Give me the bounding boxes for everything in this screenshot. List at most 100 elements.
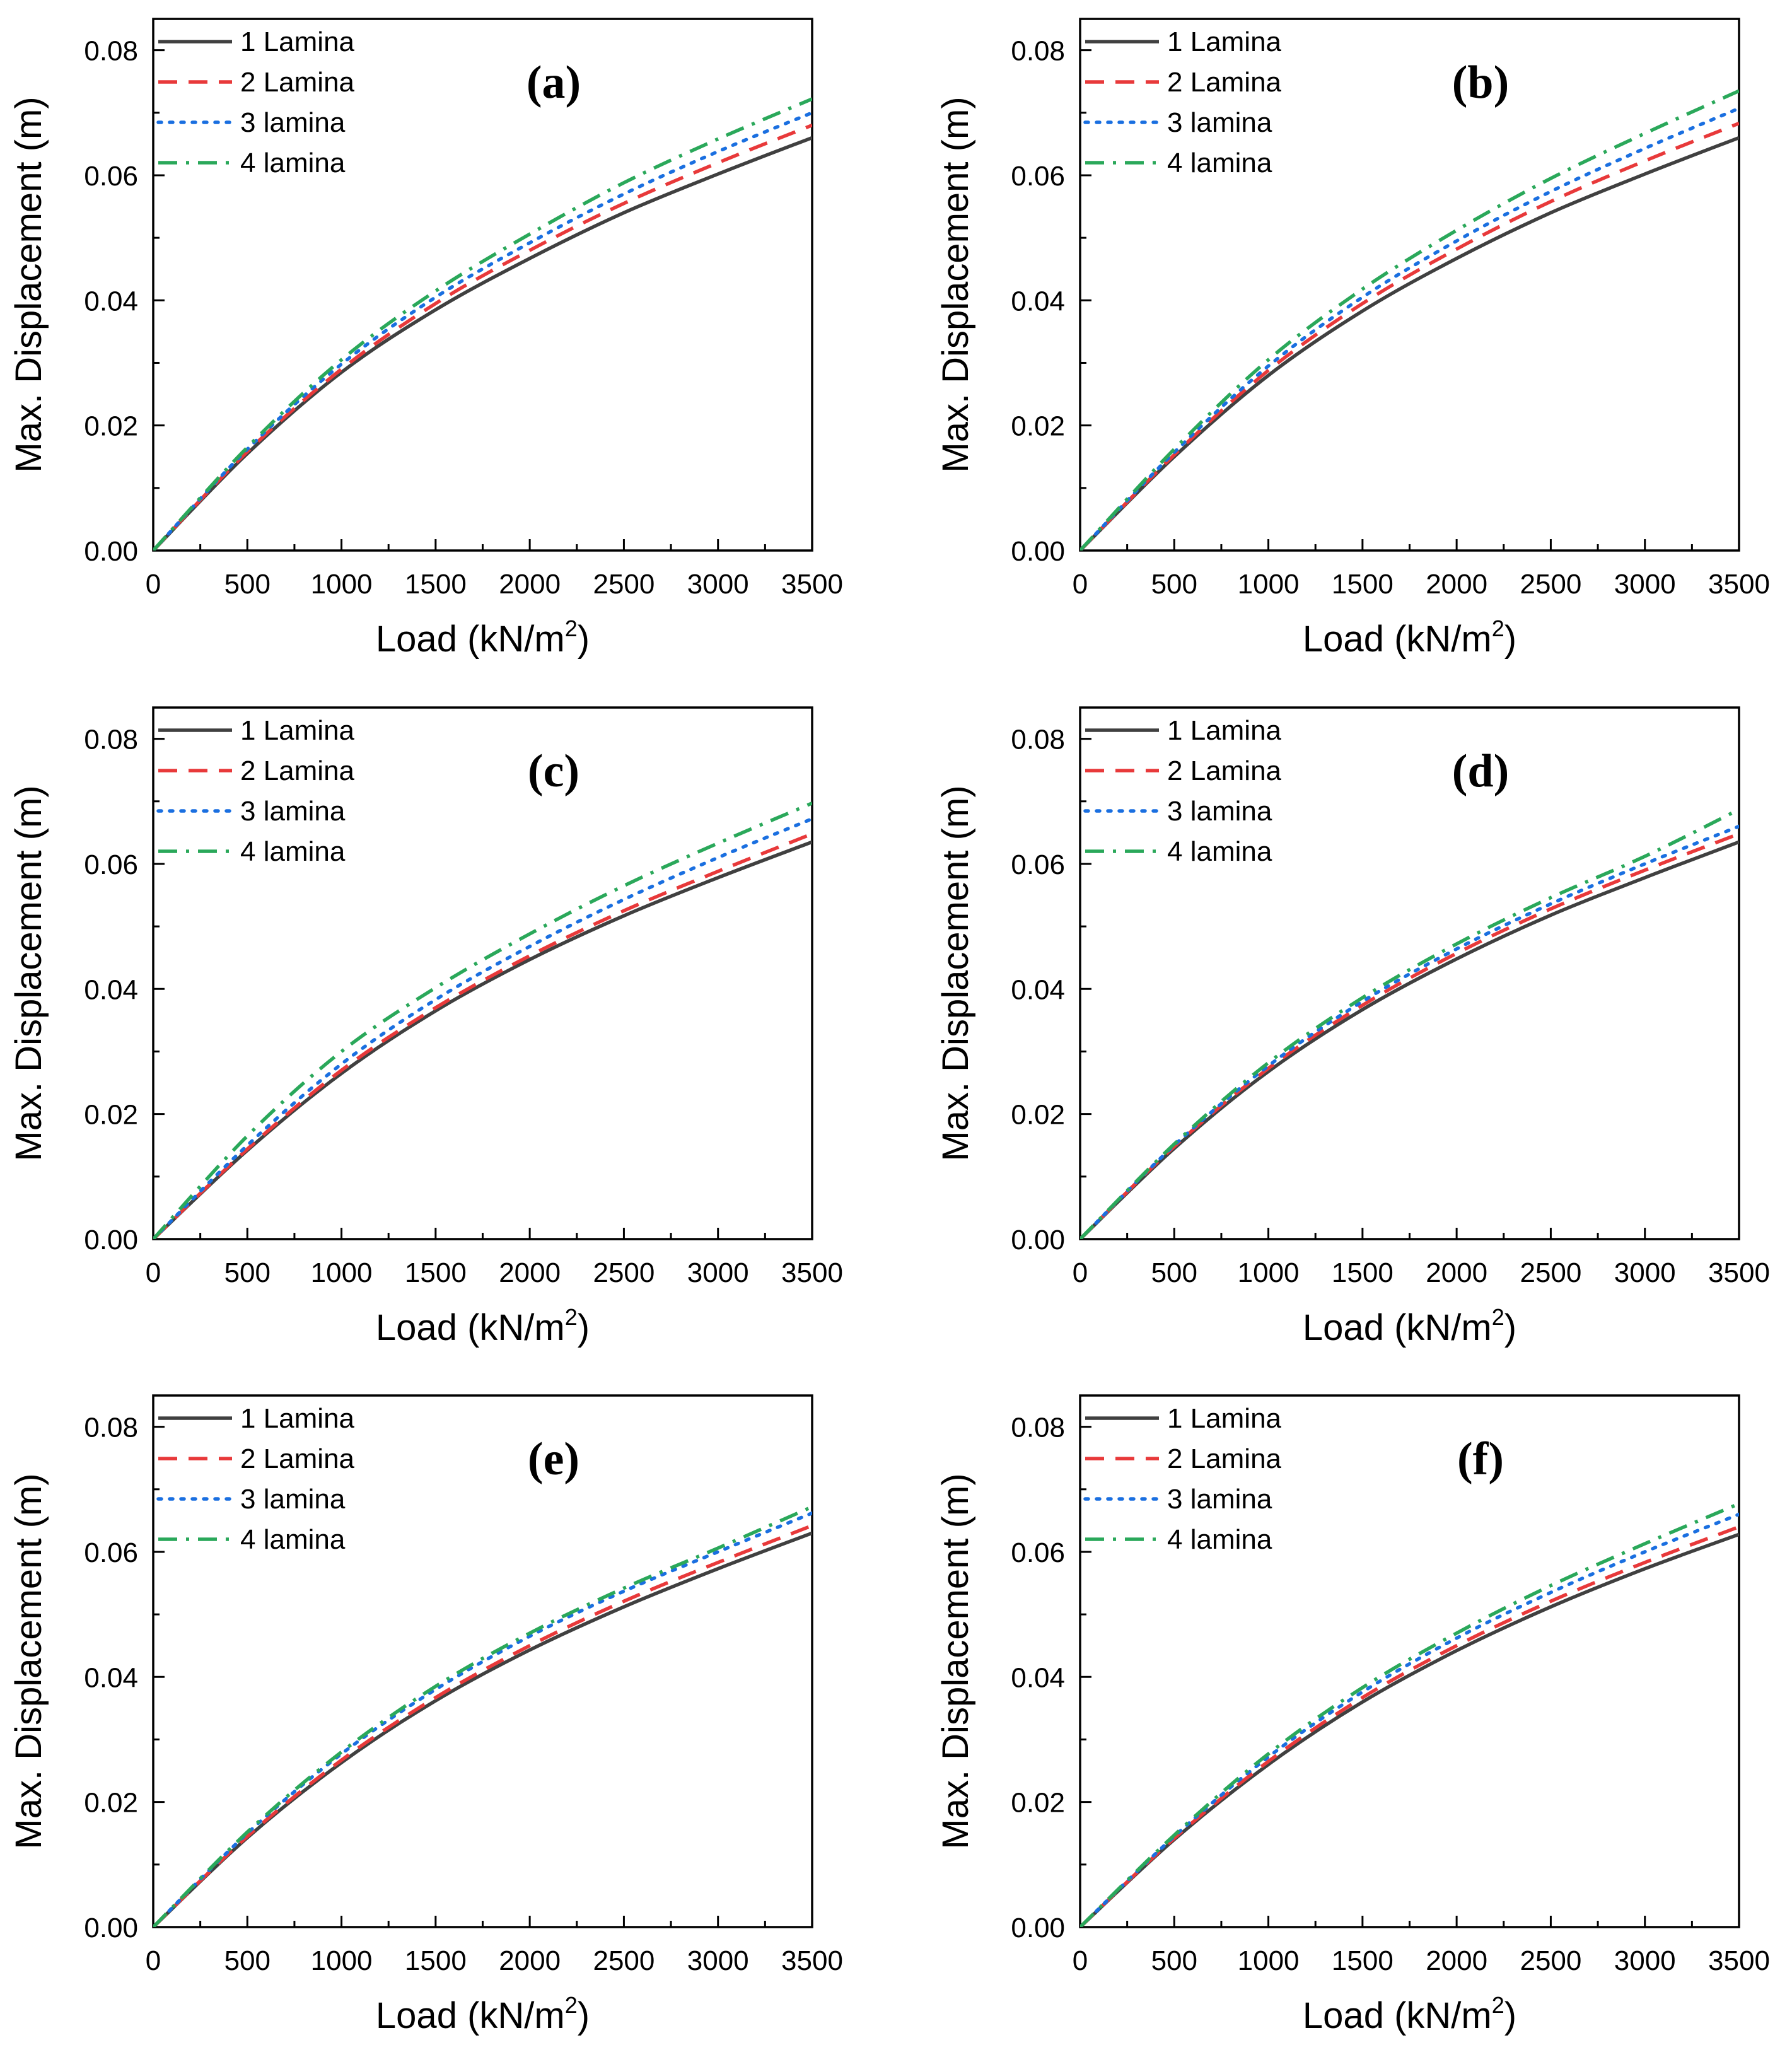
x-tick-label: 3000 (687, 1257, 749, 1288)
panel-label: (f) (1457, 1433, 1504, 1485)
x-tick-label: 1000 (311, 1257, 373, 1288)
legend-label: 3 lamina (1167, 107, 1272, 138)
x-axis-title: Load (kN/m2) (1303, 1992, 1516, 2036)
y-tick-label: 0.02 (84, 1788, 138, 1819)
x-tick-label: 3500 (781, 1257, 843, 1288)
plot-frame (1079, 1394, 1740, 1928)
legend-label: 2 Lamina (1167, 1443, 1282, 1474)
x-tick-label: 500 (224, 1257, 271, 1288)
y-tick-label: 0.06 (1011, 849, 1065, 880)
y-tick-label: 0.06 (1011, 1537, 1065, 1568)
legend-label: 3 lamina (1167, 796, 1272, 827)
x-tick-label: 3000 (1614, 1257, 1676, 1288)
chart-panel: 0 500 1000 1500 2000 2500 3000 3500 0.00 0.02 0.04… (935, 18, 1770, 660)
x-axis-title-suffix: ) (1504, 1307, 1516, 1348)
series-line-3 (1080, 107, 1739, 551)
panel-label: (d) (1452, 745, 1509, 797)
legend-label: 1 Lamina (1167, 1403, 1282, 1434)
series-line-1 (153, 840, 812, 1239)
x-axis-title-main: Load (kN/m (376, 1307, 565, 1348)
legend-label: 4 lamina (240, 148, 346, 178)
y-tick-label: 0.06 (1011, 161, 1065, 192)
series-line-2 (153, 124, 812, 551)
x-tick-label: 1500 (405, 1257, 467, 1288)
x-tick-label: 3000 (1614, 569, 1676, 600)
legend-label: 2 Lamina (1167, 755, 1282, 786)
x-axis-title-superscript: 2 (1492, 1304, 1504, 1330)
series-line-3 (153, 1511, 812, 1927)
x-tick-label: 1500 (405, 569, 467, 600)
x-tick-label: 0 (1073, 1945, 1088, 1976)
y-tick-label: 0.02 (1011, 1788, 1065, 1819)
y-tick-label: 0.00 (1011, 1913, 1065, 1943)
x-tick-label: 3500 (781, 1945, 843, 1976)
x-tick-label: 3500 (781, 569, 843, 600)
y-tick-label: 0.02 (1011, 1100, 1065, 1131)
x-tick-label: 0 (146, 569, 161, 600)
x-tick-label: 2000 (1426, 1945, 1487, 1976)
series-line-2 (153, 832, 812, 1239)
x-tick-label: 500 (1151, 569, 1197, 600)
x-tick-label: 0 (146, 1257, 161, 1288)
chart-panel: 0 500 1000 1500 2000 2500 3000 3500 0.00 0.02 0.04… (8, 706, 843, 1348)
legend-label: 4 lamina (240, 836, 346, 867)
series-line-4 (1080, 1502, 1739, 1927)
series-line-3 (1080, 824, 1739, 1239)
y-tick-label: 0.02 (84, 1100, 138, 1131)
legend-label: 3 lamina (240, 1484, 346, 1515)
series-line-1 (153, 1531, 812, 1927)
y-tick-label: 0.04 (84, 974, 138, 1005)
series-line-3 (153, 817, 812, 1239)
x-tick-label: 1000 (1238, 1945, 1300, 1976)
y-tick-label: 0.08 (84, 725, 138, 755)
x-axis-title-suffix: ) (578, 1307, 590, 1348)
legend-label: 3 lamina (1167, 1484, 1272, 1515)
chart-panel: 0 500 1000 1500 2000 2500 3000 3500 0.00 0.02 0.04… (8, 1394, 843, 2036)
y-axis-title: Max. Displacement (m) (8, 1473, 49, 1849)
y-tick-label: 0.00 (84, 1225, 138, 1256)
x-axis-title-main: Load (kN/m (1303, 1307, 1492, 1348)
plot-frame (1079, 706, 1740, 1240)
x-axis-title: Load (kN/m2) (376, 615, 590, 660)
y-tick-label: 0.00 (1011, 1225, 1065, 1256)
x-tick-label: 2000 (499, 569, 561, 600)
x-tick-label: 1000 (311, 1945, 373, 1976)
x-tick-label: 2500 (1520, 1257, 1581, 1288)
series-line-2 (1080, 122, 1739, 551)
y-tick-label: 0.04 (84, 286, 138, 317)
x-tick-label: 3500 (1708, 569, 1770, 600)
x-tick-label: 0 (1073, 569, 1088, 600)
x-tick-label: 2000 (1426, 569, 1487, 600)
chart-panel: 0 500 1000 1500 2000 2500 3000 3500 0.00 0.02 0.04… (8, 18, 843, 660)
legend-label: 2 Lamina (240, 755, 355, 786)
x-tick-label: 1000 (1238, 1257, 1300, 1288)
series-line-1 (1080, 136, 1739, 551)
legend-label: 1 Lamina (240, 1403, 355, 1434)
panel-label: (c) (528, 745, 579, 797)
legend-label: 3 lamina (240, 796, 346, 827)
y-tick-label: 0.08 (84, 1413, 138, 1443)
x-axis-title: Load (kN/m2) (1303, 1304, 1516, 1348)
legend-label: 1 Lamina (1167, 26, 1282, 57)
x-axis-title: Load (kN/m2) (376, 1304, 590, 1348)
x-tick-label: 3000 (687, 569, 749, 600)
x-tick-label: 3500 (1708, 1945, 1770, 1976)
x-tick-label: 2000 (499, 1945, 561, 1976)
x-tick-label: 2500 (1520, 569, 1581, 600)
x-axis-title-main: Load (kN/m (1303, 619, 1492, 660)
y-tick-label: 0.06 (84, 161, 138, 192)
y-tick-label: 0.00 (84, 1913, 138, 1943)
panel-label: (e) (528, 1433, 579, 1485)
x-tick-label: 1000 (311, 569, 373, 600)
legend-label: 1 Lamina (1167, 715, 1282, 746)
y-axis-title: Max. Displacement (m) (935, 785, 976, 1161)
x-axis-title-superscript: 2 (565, 1992, 578, 2018)
y-axis-title: Max. Displacement (m) (935, 1473, 976, 1849)
legend-label: 4 lamina (1167, 836, 1272, 867)
x-tick-label: 2500 (593, 1945, 655, 1976)
x-axis-title: Load (kN/m2) (1303, 615, 1516, 660)
x-tick-label: 0 (146, 1945, 161, 1976)
y-tick-label: 0.08 (1011, 725, 1065, 755)
y-tick-label: 0.00 (84, 536, 138, 567)
